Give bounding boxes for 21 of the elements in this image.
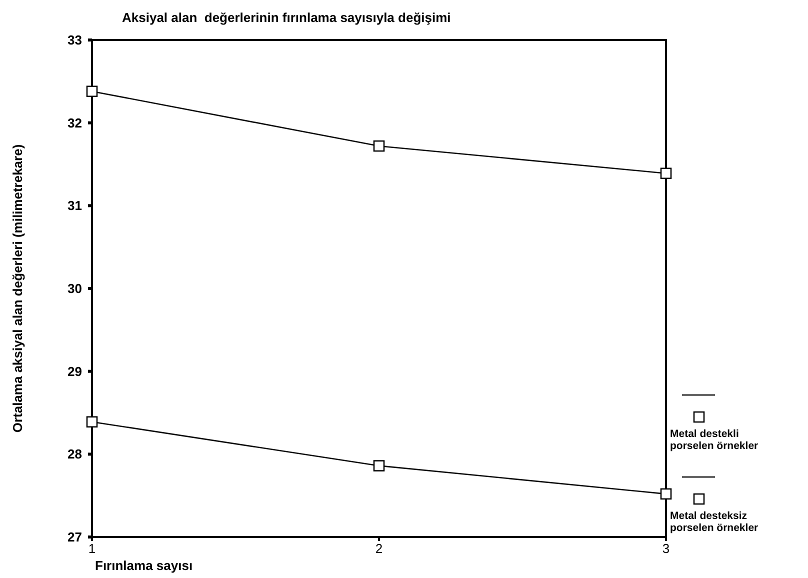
point — [660, 488, 672, 500]
point — [86, 416, 98, 428]
y-tick-label: 28 — [68, 446, 82, 462]
point — [373, 460, 385, 472]
point — [660, 168, 672, 180]
y-tick-label: 32 — [68, 115, 82, 130]
y-tick-label: 30 — [68, 281, 82, 296]
legend-label: Metal destekli porselen örnekler — [670, 428, 758, 452]
chart-title: Aksiyal alan değerlerinin fırınlama sayısıyla değişimi — [122, 10, 451, 25]
y-tick-label: 29 — [68, 364, 82, 379]
y-tick-label: 27 — [68, 530, 82, 545]
legend-label: Metal desteksiz porselen örnekler — [670, 510, 758, 534]
point — [373, 140, 385, 152]
x-tick-label: 2 — [375, 541, 383, 556]
x-tick-label: 1 — [88, 541, 96, 556]
y-axis-title: Ortalama aksiyal alan değerleri (milimetrekare) — [10, 144, 25, 433]
point — [86, 86, 98, 98]
y-tick-label: 33 — [68, 32, 82, 48]
x-axis-title: Fırınlama sayısı — [95, 558, 193, 573]
y-tick-label: 31 — [68, 198, 82, 214]
x-tick-label: 3 — [662, 541, 670, 556]
